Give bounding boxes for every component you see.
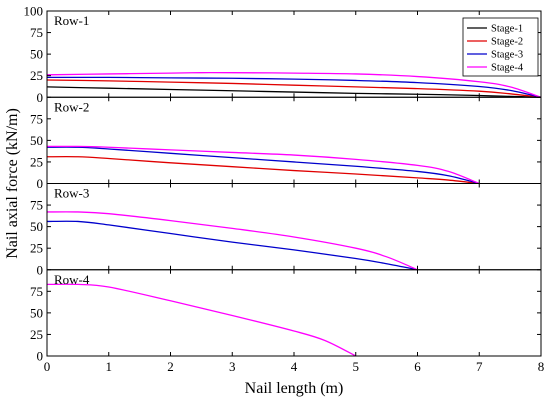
y-tick-label: 25 — [30, 154, 43, 169]
panel-frame — [46, 269, 542, 357]
x-tick-label: 6 — [414, 359, 421, 374]
panels-layer: 1007550250Row-17550250Row-27550250Row-37… — [24, 4, 545, 375]
y-tick-label: 25 — [30, 327, 43, 342]
y-tick-label: 50 — [30, 133, 43, 148]
y-axis-title: Nail axial force (kN/m) — [4, 108, 21, 259]
series-line-stage-1 — [46, 86, 542, 98]
y-tick-label: 100 — [24, 4, 44, 19]
x-tick-label: 4 — [291, 359, 298, 374]
x-tick-label: 0 — [44, 359, 51, 374]
row-label: Row-2 — [54, 99, 89, 114]
legend-label-stage-2: Stage-2 — [491, 37, 523, 48]
series-line-stage-2 — [46, 79, 542, 98]
x-tick-label: 1 — [106, 359, 113, 374]
y-tick-label: 25 — [30, 241, 43, 256]
y-tick-label: 0 — [37, 176, 44, 191]
y-tick-label: 0 — [37, 90, 44, 105]
y-tick-label: 50 — [30, 219, 43, 234]
x-tick-label: 8 — [538, 359, 545, 374]
series-line-stage-4 — [46, 71, 542, 98]
y-tick-label: 0 — [37, 349, 44, 364]
legend-label-stage-1: Stage-1 — [491, 24, 523, 35]
series-line-stage-4 — [46, 283, 357, 357]
series-line-stage-4 — [46, 211, 418, 271]
x-tick-label: 2 — [167, 359, 174, 374]
y-tick-label: 75 — [30, 198, 43, 213]
x-tick-label: 5 — [353, 359, 360, 374]
row-label: Row-3 — [54, 186, 89, 201]
legend: Stage-1 Stage-2 Stage-3 Stage-4 — [462, 17, 539, 77]
legend-label-stage-3: Stage-3 — [491, 50, 523, 61]
x-tick-label: 3 — [229, 359, 236, 374]
y-tick-label: 75 — [30, 25, 43, 40]
series-line-stage-2 — [46, 155, 480, 185]
series-line-stage-4 — [46, 145, 480, 185]
y-tick-label: 50 — [30, 47, 43, 62]
y-tick-label: 0 — [37, 262, 44, 277]
row-label: Row-4 — [54, 272, 90, 287]
legend-label-stage-4: Stage-4 — [491, 63, 524, 74]
series-line-stage-3 — [46, 220, 418, 271]
panel-row-2: 75 50 25 0 Row-2 — [30, 96, 542, 191]
series-line-stage-3 — [46, 76, 542, 98]
series-line-stage-3 — [46, 146, 480, 185]
x-tick-label: 7 — [476, 359, 483, 374]
x-axis-title: Nail length (m) — [245, 380, 344, 397]
y-tick-label: 75 — [30, 111, 43, 126]
y-tick-label: 75 — [30, 284, 43, 299]
row-label: Row-1 — [54, 13, 89, 28]
y-tick-label: 50 — [30, 305, 43, 320]
y-tick-label: 25 — [30, 68, 43, 83]
panel-row-3: 75 50 25 0 Row-3 — [30, 183, 542, 277]
panel-row-4: 75 50 25 0 Row-4 — [30, 269, 542, 364]
